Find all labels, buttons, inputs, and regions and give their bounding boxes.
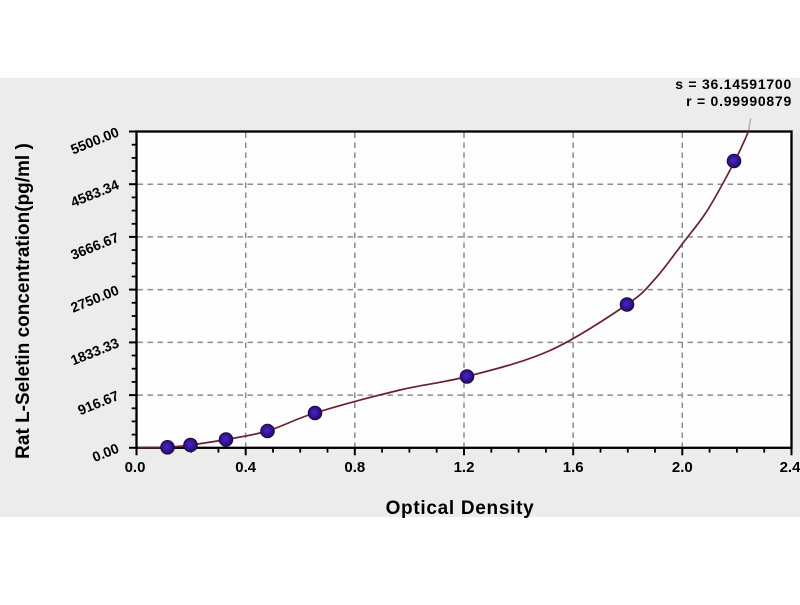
svg-text:Optical Density: Optical Density <box>386 498 535 519</box>
svg-text:1.6: 1.6 <box>563 459 584 476</box>
svg-text:2.0: 2.0 <box>672 459 693 476</box>
svg-text:s = 36.14591700: s = 36.14591700 <box>675 76 792 92</box>
svg-text:0.8: 0.8 <box>344 459 365 476</box>
svg-text:2.4: 2.4 <box>780 459 800 476</box>
svg-text:1.2: 1.2 <box>454 459 475 476</box>
svg-text:0.4: 0.4 <box>235 459 257 476</box>
svg-text:r = 0.99990879: r = 0.99990879 <box>686 93 792 109</box>
svg-text:0.0: 0.0 <box>125 459 146 476</box>
svg-text:Rat L-Seletin concentration(pg: Rat L-Seletin concentration(pg/ml ) <box>13 143 34 459</box>
